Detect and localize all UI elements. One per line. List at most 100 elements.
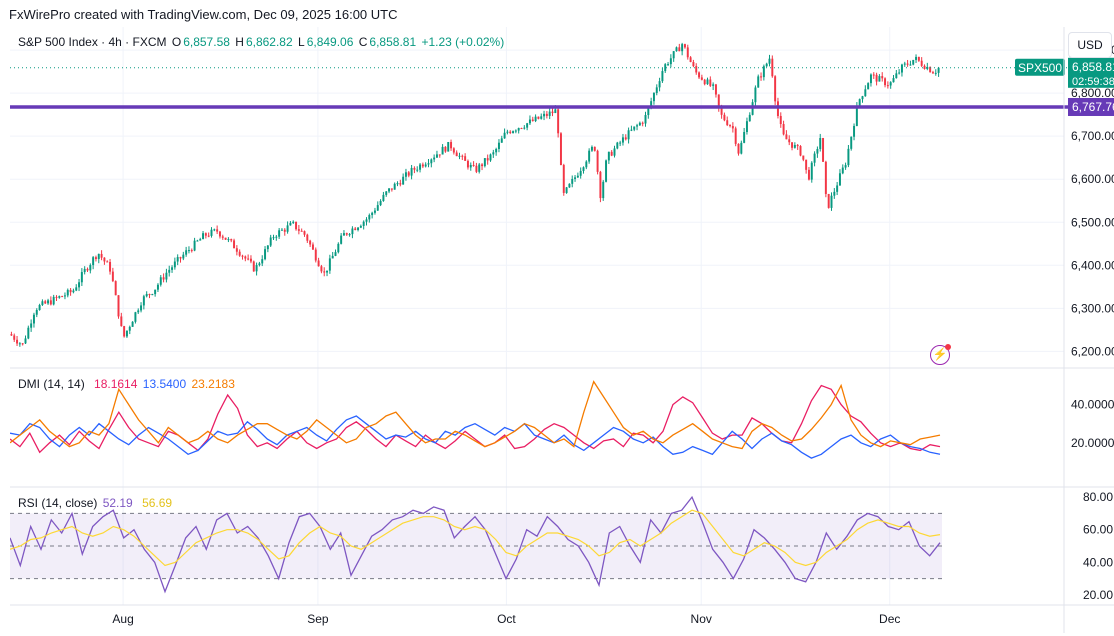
candle-body [114,281,117,296]
candle-body [802,155,805,160]
symbol-legend[interactable]: S&P 500 Index · 4h · FXCM O 6,857.58 H 6,8… [18,35,506,49]
candle-body [658,81,661,88]
candle-body [10,334,13,336]
candle-body [24,338,27,344]
candle-body [283,229,286,232]
candle-body [757,76,760,88]
rsi-tick-label: 20.00 [1083,588,1113,602]
candle-body [748,114,751,122]
candle-body [497,142,500,149]
candle-body [371,212,374,216]
candle-body [878,76,881,82]
candle-body [202,233,205,240]
candle-body [320,266,323,272]
lightning-icon[interactable]: ⚡ [930,344,951,365]
candle-body [450,142,453,149]
candle-body [495,148,498,153]
candle-body [855,105,858,126]
candle-body [534,116,537,122]
candle-body [830,195,833,208]
candle-body [700,77,703,80]
candle-body [822,138,825,162]
candle-body [382,194,385,201]
candle-body [517,128,520,131]
candle-body [272,237,275,239]
candle-body [235,248,238,252]
currency-button[interactable]: USD [1068,32,1112,58]
candle-body [227,239,230,241]
candle-body [410,167,413,176]
candle-body [145,294,148,297]
candle-body [89,265,92,271]
dmi-legend[interactable]: DMI (14, 14) 18.1614 13.5400 23.2183 [18,377,237,391]
x-tick-label: Oct [497,612,516,626]
candle-body [368,215,371,220]
candle-body [154,289,157,295]
candle-body [117,295,120,317]
candle-body [799,146,802,156]
candle-body [18,343,21,345]
candle-body [889,82,892,86]
candle-body [562,165,565,193]
candle-body [438,154,441,156]
candle-body [706,79,709,85]
candle-body [176,257,179,262]
candle-body [872,74,875,76]
candle-body [886,85,889,87]
candle-body [743,132,746,143]
candle-body [624,137,627,140]
candle-body [58,296,61,298]
candle-body [506,131,509,133]
candle-body [213,229,216,231]
candle-body [652,92,655,102]
candle-body [94,257,97,259]
candle-body [540,116,543,119]
candle-body [413,167,416,170]
candle-body [357,227,360,230]
candle-body [703,79,706,85]
candle-body [929,67,932,73]
candle-body [159,277,162,285]
candle-body [655,87,658,93]
candle-body [393,183,396,190]
candle-body [123,326,126,337]
candle-body [760,76,763,78]
hline-price-tag [1068,97,1114,116]
candle-body [233,240,236,249]
candle-body [864,89,867,97]
dmi-minus-value: 13.5400 [142,377,187,391]
candle-body [52,296,55,305]
candle-body [613,148,616,156]
chart-canvas[interactable]: AugSepOctNovDec6,900.006,800.006,700.006… [10,27,1114,633]
candle-body [230,239,233,241]
candle-body [196,240,199,242]
candle-body [714,84,717,95]
candle-body [35,310,38,315]
candle-body [30,323,33,328]
rsi-legend[interactable]: RSI (14, close) 52.19 56.69 [18,496,174,510]
candle-body [328,258,331,271]
chart-frame[interactable]: AugSepOctNovDec6,900.006,800.006,700.006… [10,27,1114,633]
close-label: C [358,35,368,49]
candle-body [402,176,405,185]
candle-body [125,330,128,337]
candle-body [765,63,768,67]
candle-body [582,167,585,171]
candle-body [216,229,219,232]
candle-body [824,161,827,194]
candle-body [275,236,278,238]
candle-body [909,64,912,66]
candle-body [692,62,695,67]
candle-body [551,111,554,114]
candle-body [210,229,213,236]
candle-body [419,164,422,170]
candle-body [850,136,853,149]
candle-body [187,250,190,252]
dmi-series-line [10,380,941,450]
candle-body [548,111,551,116]
candle-body [55,296,58,298]
candle-body [793,144,796,148]
candle-body [430,159,433,164]
candle-body [103,257,106,262]
candle-body [365,219,368,222]
